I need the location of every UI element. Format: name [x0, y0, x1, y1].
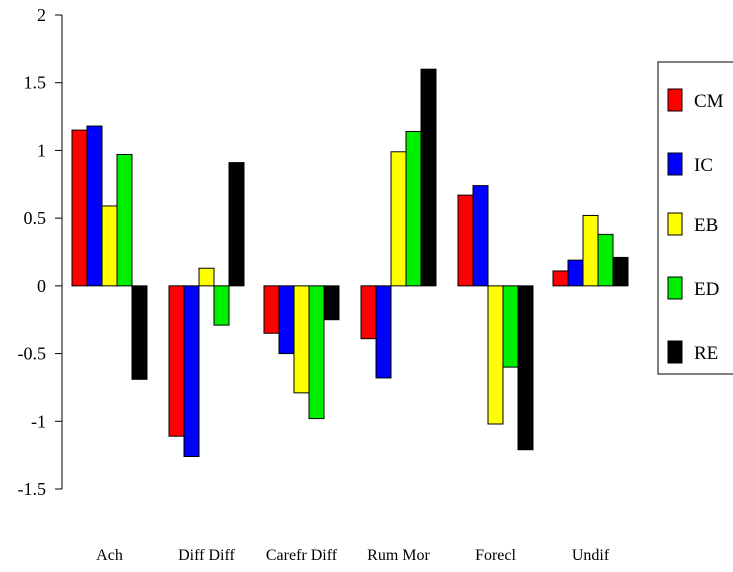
bar-ed — [597, 233, 614, 287]
bar-cm — [263, 285, 280, 334]
x-tick-label: Diff Diff — [178, 547, 235, 564]
y-tick-label: 1 — [37, 140, 46, 160]
bar-eb — [198, 267, 215, 287]
bar-ic — [472, 185, 489, 287]
legend-label-cm: CM — [694, 91, 724, 112]
legend-swatch-cm — [667, 88, 683, 112]
bar-ed — [213, 285, 230, 326]
y-tick-label: 0 — [37, 276, 46, 296]
bar-ed — [502, 285, 519, 368]
bar-cm — [71, 129, 88, 287]
legend-swatch-eb — [667, 212, 683, 236]
x-tick-label: Carefr Diff — [266, 547, 338, 564]
bar-re — [420, 68, 437, 287]
legend-swatch-re — [667, 340, 683, 364]
bar-re — [228, 162, 245, 287]
legend-label-ed: ED — [694, 279, 719, 300]
y-axis: -1.5 -1 -0.5 0 0.5 1 1.5 2 — [18, 5, 63, 499]
bar-cm — [360, 285, 377, 340]
bar-re — [323, 285, 340, 321]
bar-cm — [168, 285, 185, 437]
bar-ic — [375, 285, 392, 379]
bar-ic — [567, 259, 584, 287]
bar-eb — [487, 285, 504, 425]
x-tick-label: Ach — [96, 547, 123, 564]
bars — [71, 68, 629, 457]
bar-re — [131, 285, 148, 380]
bar-cm — [457, 194, 474, 287]
bar-eb — [101, 205, 118, 287]
bar-eb — [293, 285, 310, 394]
bar-ed — [116, 153, 133, 287]
x-tick-label: Undif — [572, 547, 610, 564]
bar-eb — [390, 151, 407, 287]
bar-eb — [582, 214, 599, 287]
y-tick-label: -1 — [31, 411, 46, 431]
bar-ed — [308, 285, 325, 420]
y-tick-label: 0.5 — [24, 208, 47, 228]
legend-label-ic: IC — [694, 155, 713, 176]
bar-ic — [278, 285, 295, 355]
legend-label-eb: EB — [694, 215, 718, 236]
x-tick-label: Rum Mor — [367, 547, 430, 564]
legend-swatch-ic — [667, 152, 683, 176]
legend-label-re: RE — [694, 343, 718, 364]
y-tick-label: 1.5 — [24, 73, 47, 93]
bar-ic — [86, 125, 103, 287]
bar-re — [517, 285, 534, 451]
y-tick-label: 2 — [37, 5, 46, 25]
bar-ic — [183, 285, 200, 457]
bar-re — [612, 256, 629, 287]
y-tick-label: -1.5 — [18, 479, 47, 499]
bar-cm — [552, 270, 569, 287]
y-tick-label: -0.5 — [18, 344, 47, 364]
bar-ed — [405, 130, 422, 287]
x-axis-labels: Ach Diff Diff Carefr Diff Rum Mor Forecl Undi… — [96, 547, 610, 564]
legend-swatch-ed — [667, 276, 683, 300]
legend: CM IC EB ED RE — [657, 61, 733, 375]
x-tick-label: Forecl — [475, 547, 516, 564]
